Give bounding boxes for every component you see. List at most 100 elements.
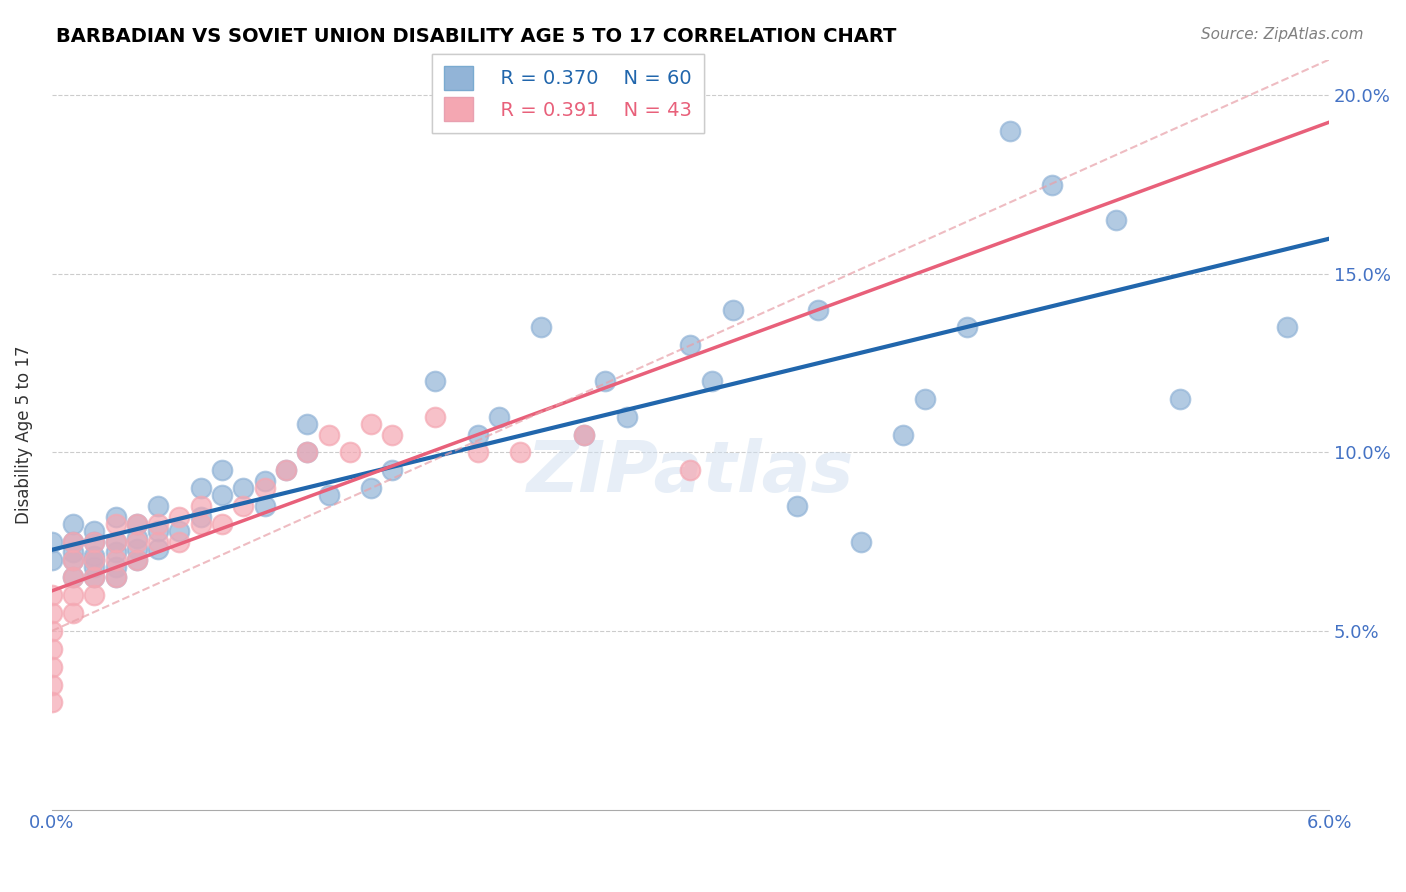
Point — [721, 302, 744, 317]
Point — [381, 463, 404, 477]
Point — [253, 499, 276, 513]
Point — [104, 534, 127, 549]
Point — [297, 445, 319, 459]
Point — [998, 124, 1021, 138]
Point — [1105, 213, 1128, 227]
Point — [104, 570, 127, 584]
Point — [190, 516, 212, 531]
Point — [62, 534, 84, 549]
Point — [211, 463, 233, 477]
Point — [190, 499, 212, 513]
Point — [41, 677, 63, 691]
Point — [62, 570, 84, 584]
Point — [530, 320, 553, 334]
Point — [41, 552, 63, 566]
Point — [572, 427, 595, 442]
Point — [104, 516, 127, 531]
Point — [41, 695, 63, 709]
Point — [62, 570, 84, 584]
Point — [423, 374, 446, 388]
Point — [104, 570, 127, 584]
Point — [83, 570, 105, 584]
Point — [1275, 320, 1298, 334]
Point — [318, 488, 340, 502]
Point — [297, 445, 319, 459]
Point — [211, 516, 233, 531]
Point — [41, 588, 63, 602]
Point — [572, 427, 595, 442]
Point — [83, 524, 105, 538]
Point — [104, 559, 127, 574]
Point — [232, 499, 254, 513]
Point — [83, 559, 105, 574]
Point — [679, 463, 702, 477]
Point — [595, 374, 617, 388]
Point — [41, 641, 63, 656]
Point — [381, 427, 404, 442]
Point — [104, 534, 127, 549]
Point — [62, 545, 84, 559]
Point — [169, 509, 191, 524]
Point — [616, 409, 638, 424]
Point — [190, 481, 212, 495]
Point — [169, 534, 191, 549]
Point — [83, 552, 105, 566]
Point — [509, 445, 531, 459]
Point — [125, 531, 148, 545]
Point — [62, 552, 84, 566]
Point — [1040, 178, 1063, 192]
Point — [339, 445, 361, 459]
Text: ZIPatlas: ZIPatlas — [527, 438, 853, 507]
Point — [148, 524, 170, 538]
Point — [297, 417, 319, 431]
Point — [274, 463, 297, 477]
Point — [423, 409, 446, 424]
Point — [700, 374, 723, 388]
Point — [467, 427, 489, 442]
Point — [125, 516, 148, 531]
Point — [83, 534, 105, 549]
Point — [62, 534, 84, 549]
Point — [169, 524, 191, 538]
Point — [253, 474, 276, 488]
Point — [318, 427, 340, 442]
Point — [41, 659, 63, 673]
Point — [83, 552, 105, 566]
Point — [83, 588, 105, 602]
Text: BARBADIAN VS SOVIET UNION DISABILITY AGE 5 TO 17 CORRELATION CHART: BARBADIAN VS SOVIET UNION DISABILITY AGE… — [56, 27, 897, 45]
Point — [104, 509, 127, 524]
Point — [274, 463, 297, 477]
Point — [83, 549, 105, 563]
Point — [125, 552, 148, 566]
Point — [41, 624, 63, 638]
Point — [232, 481, 254, 495]
Point — [914, 392, 936, 406]
Point — [104, 545, 127, 559]
Point — [62, 606, 84, 620]
Point — [148, 534, 170, 549]
Point — [62, 516, 84, 531]
Point — [190, 509, 212, 524]
Point — [956, 320, 979, 334]
Point — [1168, 392, 1191, 406]
Legend:   R = 0.370    N = 60,   R = 0.391    N = 43: R = 0.370 N = 60, R = 0.391 N = 43 — [432, 54, 704, 133]
Point — [807, 302, 830, 317]
Point — [467, 445, 489, 459]
Point — [41, 534, 63, 549]
Point — [62, 552, 84, 566]
Point — [83, 534, 105, 549]
Point — [360, 417, 382, 431]
Point — [148, 499, 170, 513]
Point — [125, 534, 148, 549]
Point — [488, 409, 510, 424]
Point — [125, 516, 148, 531]
Point — [125, 552, 148, 566]
Point — [891, 427, 914, 442]
Point — [125, 541, 148, 556]
Point — [786, 499, 808, 513]
Point — [148, 516, 170, 531]
Point — [148, 541, 170, 556]
Point — [211, 488, 233, 502]
Text: Source: ZipAtlas.com: Source: ZipAtlas.com — [1201, 27, 1364, 42]
Point — [41, 606, 63, 620]
